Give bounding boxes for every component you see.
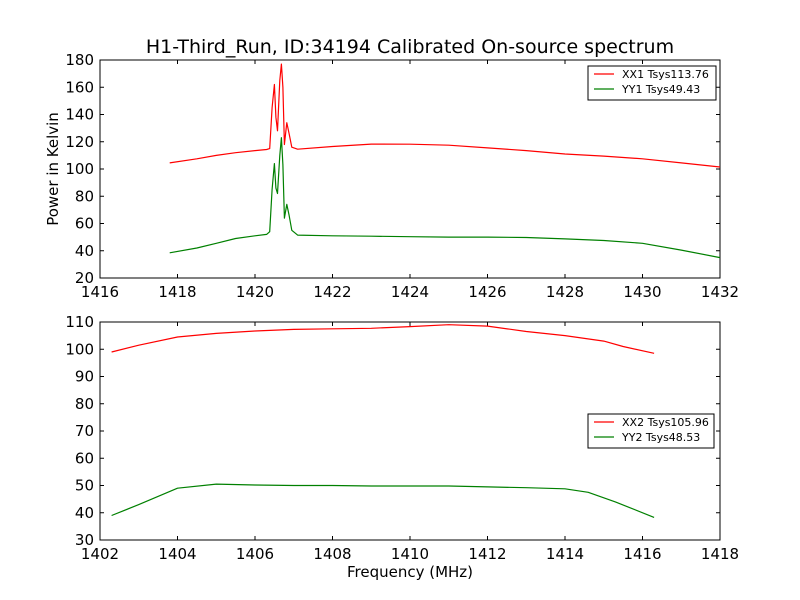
series-line-xx2	[111, 324, 655, 354]
y-tick-label: 40	[75, 504, 94, 522]
x-axis-label: Frequency (MHz)	[347, 563, 473, 581]
x-tick-label: 1424	[391, 283, 429, 301]
y-tick-label: 80	[75, 187, 94, 205]
x-tick-label: 1418	[158, 283, 196, 301]
x-tick-label: 1428	[546, 283, 584, 301]
y-tick-label: 100	[65, 340, 94, 358]
x-tick-label: 1418	[701, 545, 739, 563]
x-tick-label: 1430	[623, 283, 661, 301]
top-panel: 1416 1418 1420 1422 1424 1426 1428 1430 1432 20 40…	[65, 51, 739, 301]
legend-label: YY1 Tsys49.43	[621, 83, 700, 96]
y-tick-label: 180	[65, 51, 94, 69]
x-tick-label: 1412	[468, 545, 506, 563]
y-tick-label: 100	[65, 160, 94, 178]
x-tick-label: 1406	[236, 545, 274, 563]
y-tick-label: 110	[65, 313, 94, 331]
y-tick-label: 120	[65, 133, 94, 151]
x-tick-label: 1420	[236, 283, 274, 301]
x-tick-label: 1402	[81, 545, 119, 563]
y-tick-label: 20	[75, 269, 94, 287]
x-tick-label: 1414	[546, 545, 584, 563]
legend-label: XX2 Tsys105.96	[622, 416, 709, 429]
bottom-panel: 1402 1404 1406 1408 1410 1412 1414 1416 1418 30 40…	[65, 313, 739, 563]
x-tick-label: 1432	[701, 283, 739, 301]
series-line-yy2	[111, 483, 655, 518]
y-tick-label: 140	[65, 106, 94, 124]
x-tick-label: 1426	[468, 283, 506, 301]
y-tick-label: 160	[65, 78, 94, 96]
x-tick-label: 1416	[81, 283, 119, 301]
series-line-yy1	[169, 137, 721, 259]
y-tick-label: 40	[75, 242, 94, 260]
legend: XX2 Tsys105.96 YY2 Tsys48.53	[587, 413, 715, 449]
y-tick-label: 90	[75, 368, 94, 386]
y-tick-label: 70	[75, 422, 94, 440]
legend-label: XX1 Tsys113.76	[622, 68, 709, 81]
y-tick-label: 60	[75, 449, 94, 467]
figure-title: H1-Third_Run, ID:34194 Calibrated On-sou…	[146, 36, 674, 58]
y-tick-label: 60	[75, 215, 94, 233]
legend-box	[587, 65, 717, 101]
x-tick-label: 1416	[623, 545, 661, 563]
series-line-xx1	[169, 63, 721, 168]
x-tick-label: 1410	[391, 545, 429, 563]
legend-box	[587, 413, 715, 449]
y-axis-label: Power in Kelvin	[44, 112, 62, 226]
legend: XX1 Tsys113.76 YY1 Tsys49.43	[587, 65, 717, 101]
x-tick-label: 1404	[158, 545, 196, 563]
y-tick-label: 30	[75, 531, 94, 549]
y-tick-label: 50	[75, 477, 94, 495]
legend-label: YY2 Tsys48.53	[621, 431, 700, 444]
x-tick-label: 1408	[313, 545, 351, 563]
y-tick-label: 80	[75, 395, 94, 413]
x-tick-label: 1422	[313, 283, 351, 301]
